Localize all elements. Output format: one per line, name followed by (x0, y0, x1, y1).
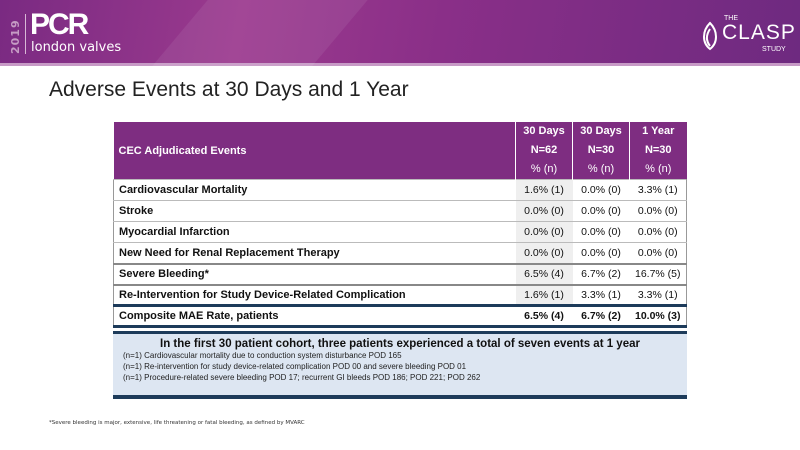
event-label: Severe Bleeding* (113, 262, 516, 285)
summary-box: In the first 30 patient cohort, three pa… (113, 331, 687, 399)
value-cell: 0.0% (0) (629, 221, 687, 243)
col-unit: % (n) (587, 163, 615, 175)
pcr-logo-subtitle: london valves (31, 40, 122, 55)
logo-study: STUDY (762, 46, 786, 53)
table-row: Severe Bleeding* 6.5% (4) 6.7% (2) 16.7% (5… (113, 262, 687, 285)
col-period: 30 Days (523, 125, 565, 137)
value-cell: 0.0% (0) (515, 221, 573, 243)
slide-title: Adverse Events at 30 Days and 1 Year (49, 78, 409, 101)
value-cell: 0.0% (0) (572, 200, 630, 222)
table-row: Stroke 0.0% (0) 0.0% (0) 0.0% (0) (113, 200, 687, 222)
col-n: N=30 (587, 144, 615, 156)
header-col-2: 30 Days N=30 % (n) (572, 122, 630, 180)
col-unit: % (n) (530, 163, 558, 175)
table-row: Re-Intervention for Study Device-Related… (113, 283, 687, 306)
leaf-icon (703, 21, 717, 51)
table-row: Cardiovascular Mortality 1.6% (1) 0.0% (0)… (113, 179, 687, 201)
event-label: Cardiovascular Mortality (113, 179, 516, 201)
col-period: 1 Year (642, 125, 675, 137)
table-header-row: CEC Adjudicated Events 30 Days N=62% (n) … (113, 122, 687, 180)
event-label: Composite MAE Rate, patients (113, 304, 516, 328)
logo-the: THE (724, 15, 738, 22)
header-col-1: 30 Days N=62 % (n) (515, 122, 573, 180)
value-cell: 3.3% (1) (572, 283, 630, 306)
header-col-3: 1 Year N=30 % (n) (629, 122, 687, 180)
summary-line: (n=1) Cardiovascular mortality due to co… (123, 351, 402, 360)
value-cell: 16.7% (5) (629, 262, 687, 285)
value-cell: 6.5% (4) (515, 262, 573, 285)
logo-clasp: CLASP (722, 21, 796, 44)
event-label: Myocardial Infarction (113, 221, 516, 243)
value-cell: 3.3% (1) (629, 283, 687, 306)
value-cell: 0.0% (0) (572, 179, 630, 201)
col-period: 30 Days (580, 125, 622, 137)
col-n: N=62 (530, 144, 558, 156)
col-n: N=30 (644, 144, 672, 156)
composite-row: Composite MAE Rate, patients 6.5% (4) 6.7%… (113, 304, 687, 328)
value-cell: 0.0% (0) (629, 242, 687, 264)
event-label: Re-Intervention for Study Device-Related… (113, 283, 516, 306)
header-events: CEC Adjudicated Events (113, 122, 516, 180)
value-cell: 1.6% (1) (515, 179, 573, 201)
divider (25, 14, 26, 54)
summary-line: (n=1) Procedure-related severe bleeding … (123, 373, 481, 382)
value-cell: 6.5% (4) (515, 304, 573, 328)
summary-heading: In the first 30 patient cohort, three pa… (160, 338, 640, 350)
event-label: New Need for Renal Replacement Therapy (113, 242, 516, 264)
table-row: Myocardial Infarction 0.0% (0) 0.0% (0) 0.0… (113, 221, 687, 243)
value-cell: 6.7% (2) (572, 262, 630, 285)
value-cell: 3.3% (1) (629, 179, 687, 201)
adverse-events-table: CEC Adjudicated Events 30 Days N=62% (n) … (113, 122, 687, 328)
summary-line: (n=1) Re-intervention for study device-r… (123, 362, 467, 371)
value-cell: 0.0% (0) (515, 242, 573, 264)
event-label: Stroke (113, 200, 516, 222)
header-banner: 2019 PCR london valves THE CLASP STUDY (0, 0, 800, 66)
value-cell: 6.7% (2) (572, 304, 630, 328)
value-cell: 0.0% (0) (629, 200, 687, 222)
value-cell: 0.0% (0) (572, 221, 630, 243)
value-cell: 10.0% (3) (629, 304, 687, 328)
conference-year: 2019 (9, 19, 22, 54)
table-row: New Need for Renal Replacement Therapy 0.… (113, 242, 687, 264)
value-cell: 1.6% (1) (515, 283, 573, 306)
value-cell: 0.0% (0) (515, 200, 573, 222)
pcr-logo: PCR (30, 8, 89, 41)
value-cell: 0.0% (0) (572, 242, 630, 264)
banner-decoration (152, 0, 368, 66)
col-unit: % (n) (645, 163, 672, 175)
footnote: *Severe bleeding is major, extensive, li… (49, 420, 305, 426)
